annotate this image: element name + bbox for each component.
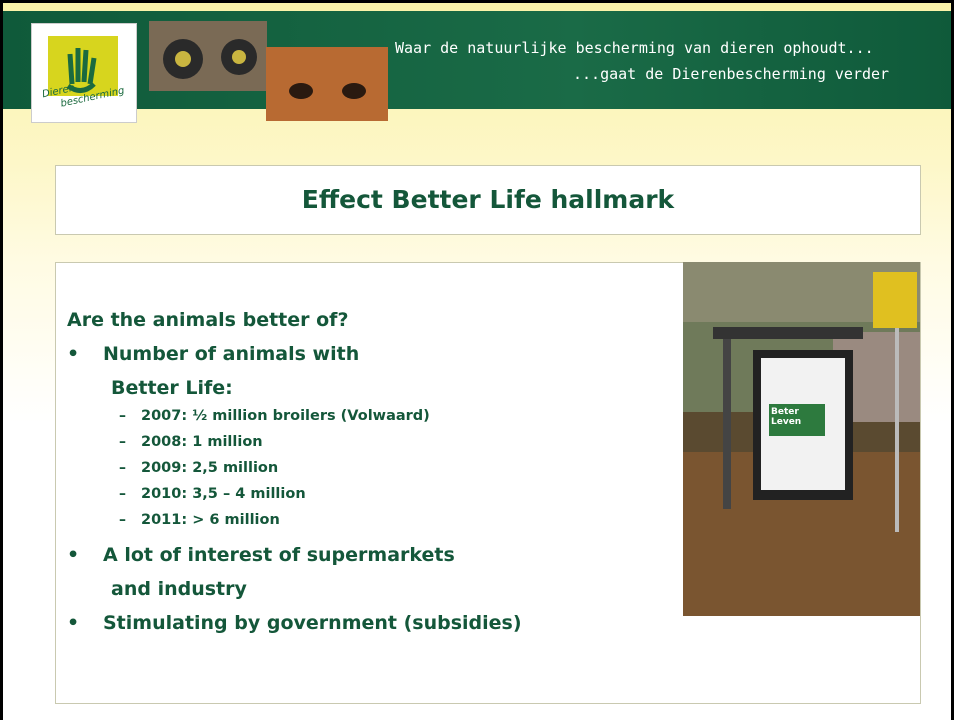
sub-dash: – [119,434,126,450]
bullet-text: Stimulating by government (subsidies) [103,612,522,634]
sub-dash: – [119,486,126,502]
sub-dash: – [119,408,126,424]
bullet-text: and industry [111,578,247,600]
logo: Dieren bescherming [31,23,137,123]
heading: Are the animals better of? [67,309,349,331]
logo-art [48,36,118,96]
logo-hand [66,48,97,93]
bullet-dot: • [67,612,80,634]
sub-text: 2011: > 6 million [141,512,280,528]
header-bar [3,11,951,109]
sign-text-2: Leven [771,417,802,427]
bullet-text: Better Life: [111,377,233,399]
sub-text: 2008: 1 million [141,434,263,450]
bullet-text: Number of animals with [103,343,360,365]
sub-text: 2007: ½ million broilers (Volwaard) [141,408,430,424]
tagline-2: ...gaat de Dierenbescherming verder [573,65,890,83]
title: Effect Better Life hallmark [301,185,675,214]
sub-dash: – [119,460,126,476]
sub-dash: – [119,512,126,528]
bullet-text: A lot of interest of supermarkets [103,544,455,566]
bullet-dot: • [67,343,80,365]
tagline-1: Waar de natuurlijke bescherming van dier… [395,39,874,57]
title-box [55,165,921,235]
bus-stop-photo [683,262,920,616]
bullet-dot: • [67,544,80,566]
sub-text: 2009: 2,5 million [141,460,279,476]
dog-photo [266,47,388,121]
moth-photo [149,21,267,91]
sub-text: 2010: 3,5 – 4 million [141,486,306,502]
sign-text-1: Beter [771,407,799,417]
